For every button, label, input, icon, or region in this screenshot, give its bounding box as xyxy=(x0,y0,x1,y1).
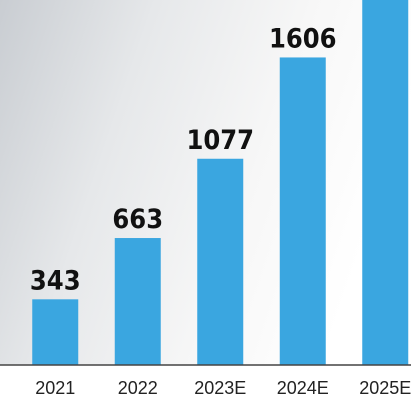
value-label: 343 xyxy=(30,265,81,296)
bar xyxy=(114,238,161,365)
x-tick-label: 2021 xyxy=(35,378,75,398)
x-tick-label: 2024E xyxy=(277,378,329,398)
bar xyxy=(197,158,244,365)
bar xyxy=(279,57,326,366)
x-tick-label: 2023E xyxy=(194,378,246,398)
value-label: 663 xyxy=(112,204,163,235)
bar xyxy=(32,299,79,365)
value-label: 1077 xyxy=(186,125,254,156)
footer-background xyxy=(0,365,411,402)
value-label: 1606 xyxy=(269,23,337,54)
x-tick-label: 2025E xyxy=(359,378,411,398)
bar xyxy=(362,0,409,365)
x-tick-label: 2022 xyxy=(118,378,158,398)
